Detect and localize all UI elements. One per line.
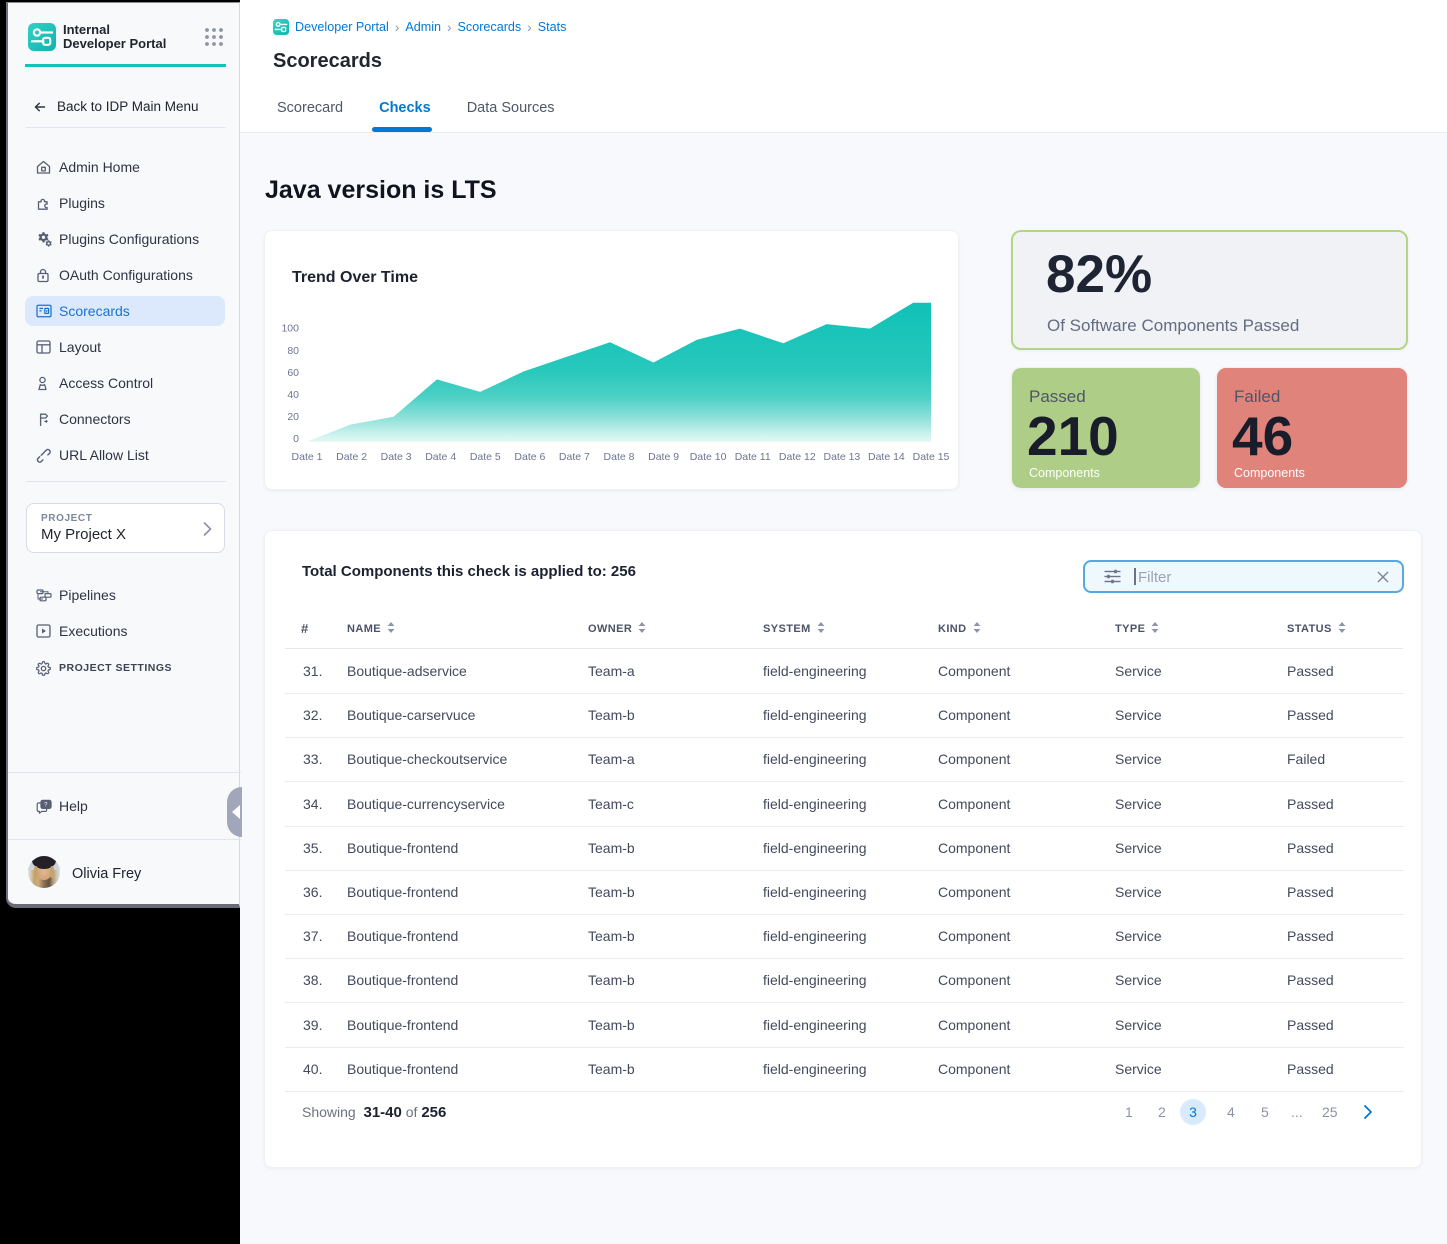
svg-text:Date 5: Date 5 — [470, 451, 501, 463]
svg-text:60: 60 — [287, 367, 299, 379]
svg-text:100: 100 — [281, 323, 299, 335]
svg-text:Date 10: Date 10 — [690, 451, 727, 463]
svg-text:Date 1: Date 1 — [292, 451, 323, 463]
svg-text:Date 11: Date 11 — [735, 451, 771, 463]
svg-text:?: ? — [44, 802, 48, 808]
svg-text:Date 6: Date 6 — [514, 451, 545, 463]
svg-text:Date 7: Date 7 — [559, 451, 590, 463]
svg-text:40: 40 — [287, 389, 299, 401]
svg-text:Date 3: Date 3 — [381, 451, 412, 463]
svg-text:Date 2: Date 2 — [336, 451, 367, 463]
svg-text:Date 4: Date 4 — [425, 451, 456, 463]
svg-text:Date 12: Date 12 — [779, 451, 816, 463]
svg-text:80: 80 — [287, 345, 299, 357]
svg-text:0: 0 — [293, 433, 299, 445]
svg-text:Date 14: Date 14 — [868, 451, 905, 463]
svg-text:Date 15: Date 15 — [913, 451, 950, 463]
svg-text:Date 13: Date 13 — [824, 451, 861, 463]
svg-text:Date 9: Date 9 — [648, 451, 679, 463]
svg-text:20: 20 — [287, 411, 299, 423]
svg-text:Date 8: Date 8 — [604, 451, 635, 463]
